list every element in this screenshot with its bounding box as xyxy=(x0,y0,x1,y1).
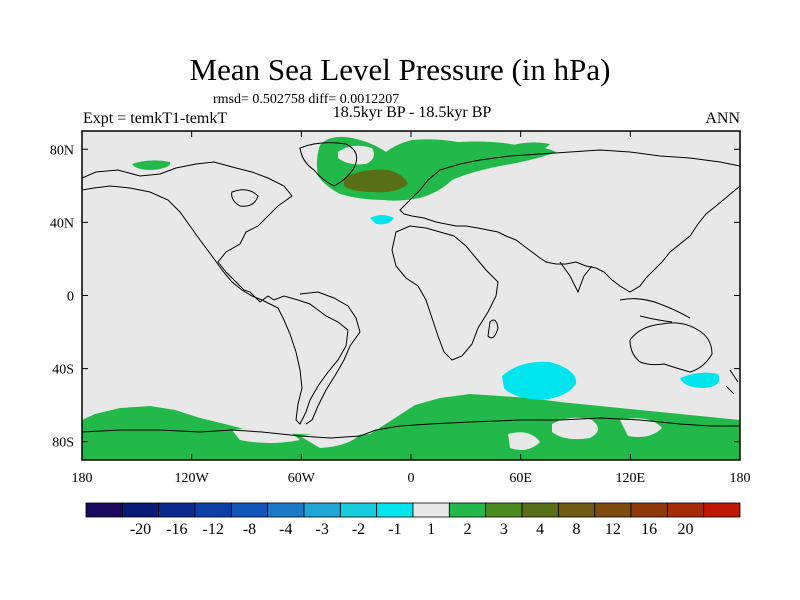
colorbar-label: 3 xyxy=(500,521,508,538)
coastline-australia xyxy=(629,322,713,373)
coastline-greenland xyxy=(299,142,358,187)
colorbar-box xyxy=(521,502,559,518)
colorbar-label: -2 xyxy=(352,521,365,538)
y-tick-label: 40N xyxy=(50,216,74,231)
arctic-patch-anomaly xyxy=(132,160,171,170)
colorbar-label: -20 xyxy=(130,521,151,538)
season-label: ANN xyxy=(705,110,740,127)
colorbar-label: -1 xyxy=(388,521,401,538)
colorbar-label: 20 xyxy=(678,521,694,538)
southern-ocean-gap xyxy=(508,432,540,450)
colorbar-label: 8 xyxy=(573,521,581,538)
y-tick-label: 80N xyxy=(50,143,74,158)
colorbar-box xyxy=(85,502,123,518)
chart-title: Mean Sea Level Pressure (in hPa) xyxy=(189,52,611,87)
colorbar-label: -4 xyxy=(279,521,292,538)
colorbar-box xyxy=(230,502,269,518)
coastlines xyxy=(82,142,740,439)
colorbar-box xyxy=(339,502,378,518)
x-tick-label: 0 xyxy=(408,471,415,486)
x-axis: 180 120W 60W 0 60E 120E 180 xyxy=(72,131,751,486)
colorbar-label: 2 xyxy=(464,521,472,538)
colorbar-box xyxy=(485,502,523,518)
experiment-label: Expt = temkT1-temkT xyxy=(83,110,228,127)
y-tick-label: 0 xyxy=(67,290,74,305)
x-tick-label: 180 xyxy=(730,471,751,486)
coastline-antarctica xyxy=(82,417,740,439)
south-indian-negative-anomaly xyxy=(502,361,577,400)
coastline-india xyxy=(559,261,593,294)
x-tick-label: 60W xyxy=(288,471,316,486)
colorbar-box xyxy=(303,502,341,518)
colorbar-label: -12 xyxy=(203,521,224,538)
anomaly-layer xyxy=(82,136,740,460)
colorbar-box xyxy=(557,502,596,518)
colorbar-label: 16 xyxy=(641,521,657,538)
coastline-south-america xyxy=(299,291,361,425)
colorbar-label: -16 xyxy=(166,521,187,538)
colorbar-box xyxy=(158,502,196,518)
coastline-north-america xyxy=(82,161,349,425)
x-tick-label: 180 xyxy=(72,471,93,486)
arctic-patch-anomaly xyxy=(510,142,550,152)
coastline-southeast-asia xyxy=(619,298,691,323)
period-label: 18.5kyr BP - 18.5kyr BP xyxy=(332,104,492,121)
colorbar-box xyxy=(194,502,232,518)
x-tick-label: 120W xyxy=(175,471,210,486)
colorbar: -20 -16 -12 -8 -4 -3 -2 -1 1 2 3 4 8 12 16 20 xyxy=(85,502,741,538)
coastline-hudson-bay xyxy=(231,189,259,207)
south-australia-negative-anomaly xyxy=(680,372,720,388)
y-axis: 80N 40N 0 40S 80S xyxy=(50,143,740,451)
southern-ocean-gap xyxy=(620,418,662,437)
mid-atlantic-negative-anomaly xyxy=(370,215,394,225)
southern-ocean-gap xyxy=(552,417,599,440)
colorbar-label: -3 xyxy=(316,521,329,538)
colorbar-box xyxy=(412,502,450,518)
coastline-africa xyxy=(391,225,499,361)
stats-label: rmsd= 0.502758 diff= 0.0012207 xyxy=(213,92,400,107)
coastline-madagascar xyxy=(487,319,499,339)
colorbar-box xyxy=(267,502,305,518)
colorbar-label: 12 xyxy=(605,521,621,538)
colorbar-box xyxy=(594,502,632,518)
colorbar-box xyxy=(630,502,668,518)
colorbar-box xyxy=(666,502,705,518)
x-tick-label: 60E xyxy=(509,471,532,486)
colorbar-label: 4 xyxy=(536,521,544,538)
southern-ocean-anomaly xyxy=(82,394,740,460)
north-atlantic-core-anomaly xyxy=(344,169,408,193)
colorbar-box xyxy=(703,502,741,518)
colorbar-box xyxy=(448,502,487,518)
coastline-eurasia xyxy=(399,149,740,293)
coastline-new-zealand xyxy=(725,369,739,395)
y-tick-label: 80S xyxy=(52,436,74,451)
southern-ocean-gap xyxy=(232,428,300,443)
y-tick-label: 40S xyxy=(52,363,74,378)
x-tick-label: 120E xyxy=(616,471,646,486)
colorbar-label: 1 xyxy=(427,521,435,538)
colorbar-box xyxy=(376,502,414,518)
colorbar-box xyxy=(121,502,160,518)
colorbar-label: -8 xyxy=(243,521,256,538)
